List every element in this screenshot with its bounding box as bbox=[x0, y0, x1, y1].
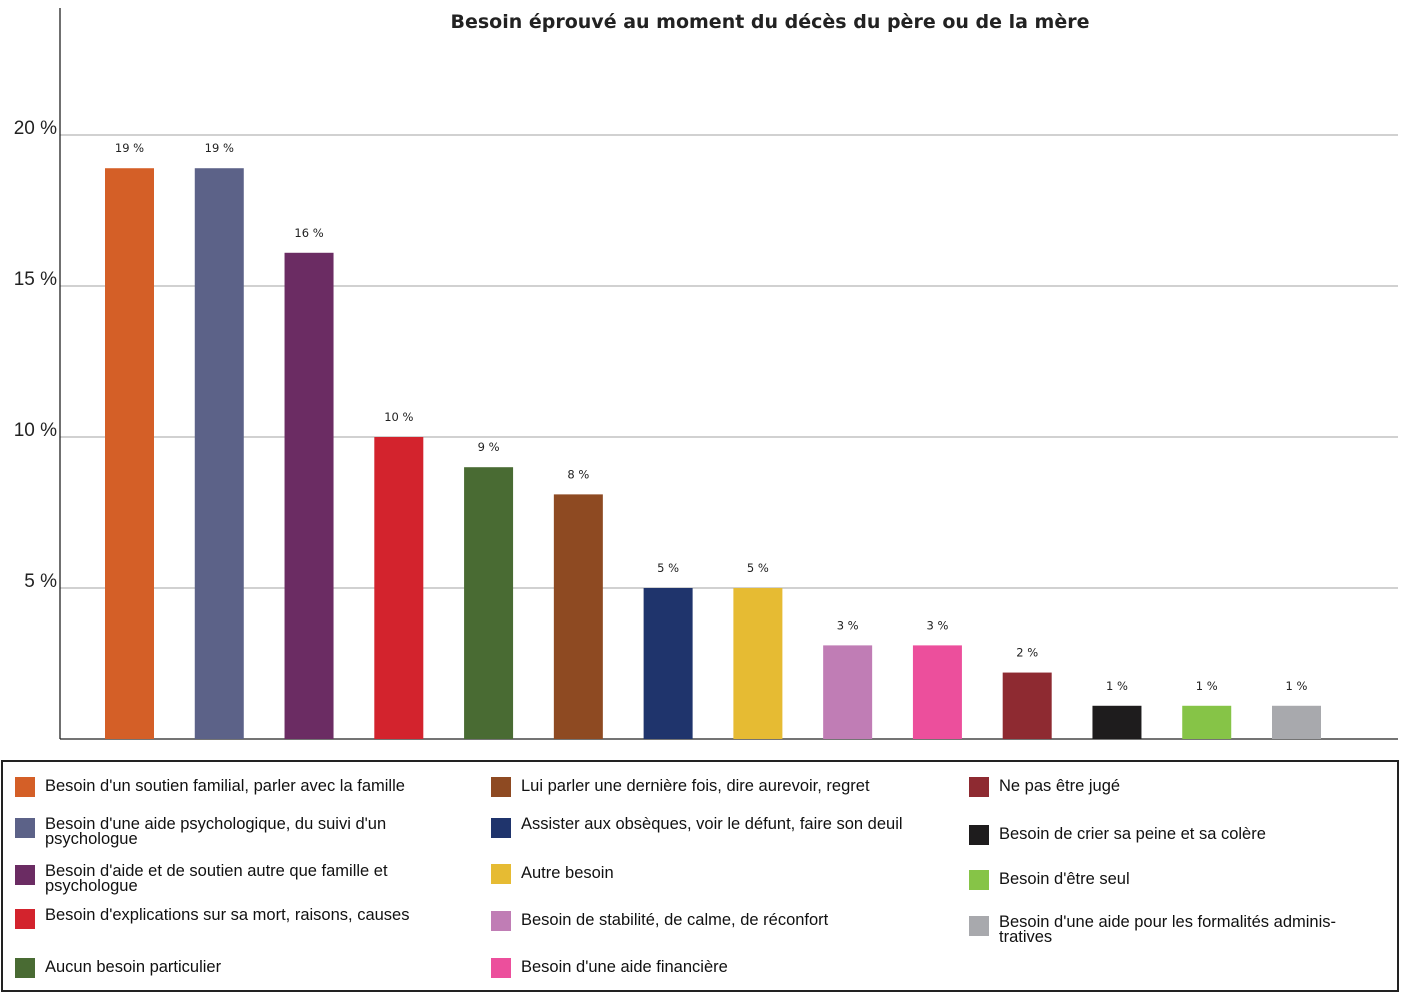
legend: Besoin d'un soutien familial, parler ave… bbox=[1, 760, 1399, 992]
legend-swatch bbox=[15, 777, 35, 797]
data-label: 5 % bbox=[747, 561, 769, 575]
data-label: 10 % bbox=[384, 410, 413, 424]
legend-label: Besoin d'une aide psychologique, du suiv… bbox=[45, 815, 387, 848]
legend-swatch bbox=[15, 865, 35, 885]
legend-label: Besoin de crier sa peine et sa colère bbox=[999, 825, 1266, 843]
legend-label: Besoin de stabilité, de calme, de réconf… bbox=[521, 911, 829, 929]
legend-swatch bbox=[491, 864, 511, 884]
bar bbox=[1092, 705, 1142, 739]
bar bbox=[1182, 705, 1232, 739]
bar bbox=[284, 252, 334, 739]
legend-label: Besoin d'une aide pour les formalités ad… bbox=[999, 913, 1336, 946]
legend-label: Besoin d'explications sur sa mort, raiso… bbox=[45, 906, 410, 924]
bar bbox=[823, 645, 873, 739]
legend-item: Besoin d'explications sur sa mort, raiso… bbox=[15, 906, 415, 929]
y-tick-label: 15 % bbox=[14, 269, 57, 290]
bar-chart: Besoin éprouvé au moment du décès du pèr… bbox=[14, 8, 1398, 740]
data-label: 3 % bbox=[837, 618, 859, 632]
legend-swatch bbox=[969, 916, 989, 936]
legend-label: Besoin d'une aide financière bbox=[521, 958, 728, 976]
data-label: 1 % bbox=[1286, 679, 1308, 693]
legend-swatch bbox=[491, 777, 511, 797]
bar bbox=[1272, 705, 1321, 739]
data-labels: 19 % 19 % 16 % 10 % 9 % 8 % 5 % 5 % 3 % 3 % 2 % 1 %… bbox=[115, 141, 1308, 693]
chart-title: Besoin éprouvé au moment du décès du pèr… bbox=[450, 11, 1089, 33]
bar bbox=[643, 588, 693, 739]
data-label: 3 % bbox=[926, 618, 948, 632]
data-label: 8 % bbox=[567, 467, 589, 481]
bar bbox=[733, 588, 783, 739]
y-tick-label: 20 % bbox=[14, 118, 57, 139]
legend-swatch bbox=[15, 958, 35, 978]
legend-item: Besoin de stabilité, de calme, de réconf… bbox=[491, 910, 941, 931]
legend-label: Aucun besoin particulier bbox=[45, 958, 222, 976]
bar bbox=[194, 168, 244, 740]
legend-label: Besoin d'être seul bbox=[999, 870, 1130, 888]
data-label: 2 % bbox=[1016, 646, 1038, 660]
legend-swatch bbox=[969, 870, 989, 890]
legend-item: Besoin d'une aide pour les formalités ad… bbox=[969, 913, 1389, 946]
legend-item: Besoin d'une aide psychologique, du suiv… bbox=[15, 815, 455, 848]
legend-label: Besoin d'un soutien familial, parler ave… bbox=[45, 777, 405, 795]
y-tick-label: 10 % bbox=[14, 420, 57, 441]
bar bbox=[374, 437, 424, 739]
legend-swatch bbox=[15, 909, 35, 929]
legend-label: Ne pas être jugé bbox=[999, 777, 1121, 795]
bar bbox=[1002, 672, 1052, 739]
bars bbox=[105, 168, 1321, 740]
legend-item: Lui parler une dernière fois, dire aurev… bbox=[491, 776, 941, 797]
data-label: 19 % bbox=[205, 141, 234, 155]
y-tick-label: 5 % bbox=[24, 571, 57, 592]
data-label: 16 % bbox=[294, 226, 323, 240]
legend-label: Autre besoin bbox=[521, 864, 614, 882]
gridlines bbox=[60, 134, 1398, 589]
legend-swatch bbox=[491, 958, 511, 978]
legend-swatch bbox=[15, 818, 35, 838]
legend-item: Besoin d'une aide financière bbox=[491, 957, 911, 978]
bar bbox=[105, 168, 154, 740]
legend-swatch bbox=[491, 818, 511, 838]
legend-item: Aucun besoin particulier bbox=[15, 957, 435, 978]
legend-swatch bbox=[969, 825, 989, 845]
data-label: 19 % bbox=[115, 141, 144, 155]
legend-item: Besoin de crier sa peine et sa colère bbox=[969, 824, 1389, 845]
bar bbox=[553, 494, 603, 739]
legend-item: Besoin d'aide et de soutien autre que fa… bbox=[15, 862, 435, 895]
legend-item: Autre besoin bbox=[491, 863, 911, 884]
legend-item: Assister aux obsèques, voir le défunt, f… bbox=[491, 815, 911, 838]
legend-label: Besoin d'aide et de soutien autre que fa… bbox=[45, 862, 388, 895]
y-axis-ticks: 5 % 10 % 15 % 20 % bbox=[14, 118, 57, 592]
legend-label: Lui parler une dernière fois, dire aurev… bbox=[521, 777, 870, 795]
legend-swatch bbox=[491, 911, 511, 931]
data-label: 1 % bbox=[1196, 679, 1218, 693]
legend-label: Assister aux obsèques, voir le défunt, f… bbox=[521, 815, 903, 833]
bar bbox=[912, 645, 962, 739]
data-label: 5 % bbox=[657, 561, 679, 575]
data-label: 1 % bbox=[1106, 679, 1128, 693]
data-label: 9 % bbox=[478, 440, 500, 454]
legend-item: Ne pas être jugé bbox=[969, 776, 1389, 797]
legend-item: Besoin d'être seul bbox=[969, 869, 1389, 890]
legend-swatch bbox=[969, 777, 989, 797]
legend-item: Besoin d'un soutien familial, parler ave… bbox=[15, 776, 465, 797]
bar bbox=[464, 467, 514, 739]
